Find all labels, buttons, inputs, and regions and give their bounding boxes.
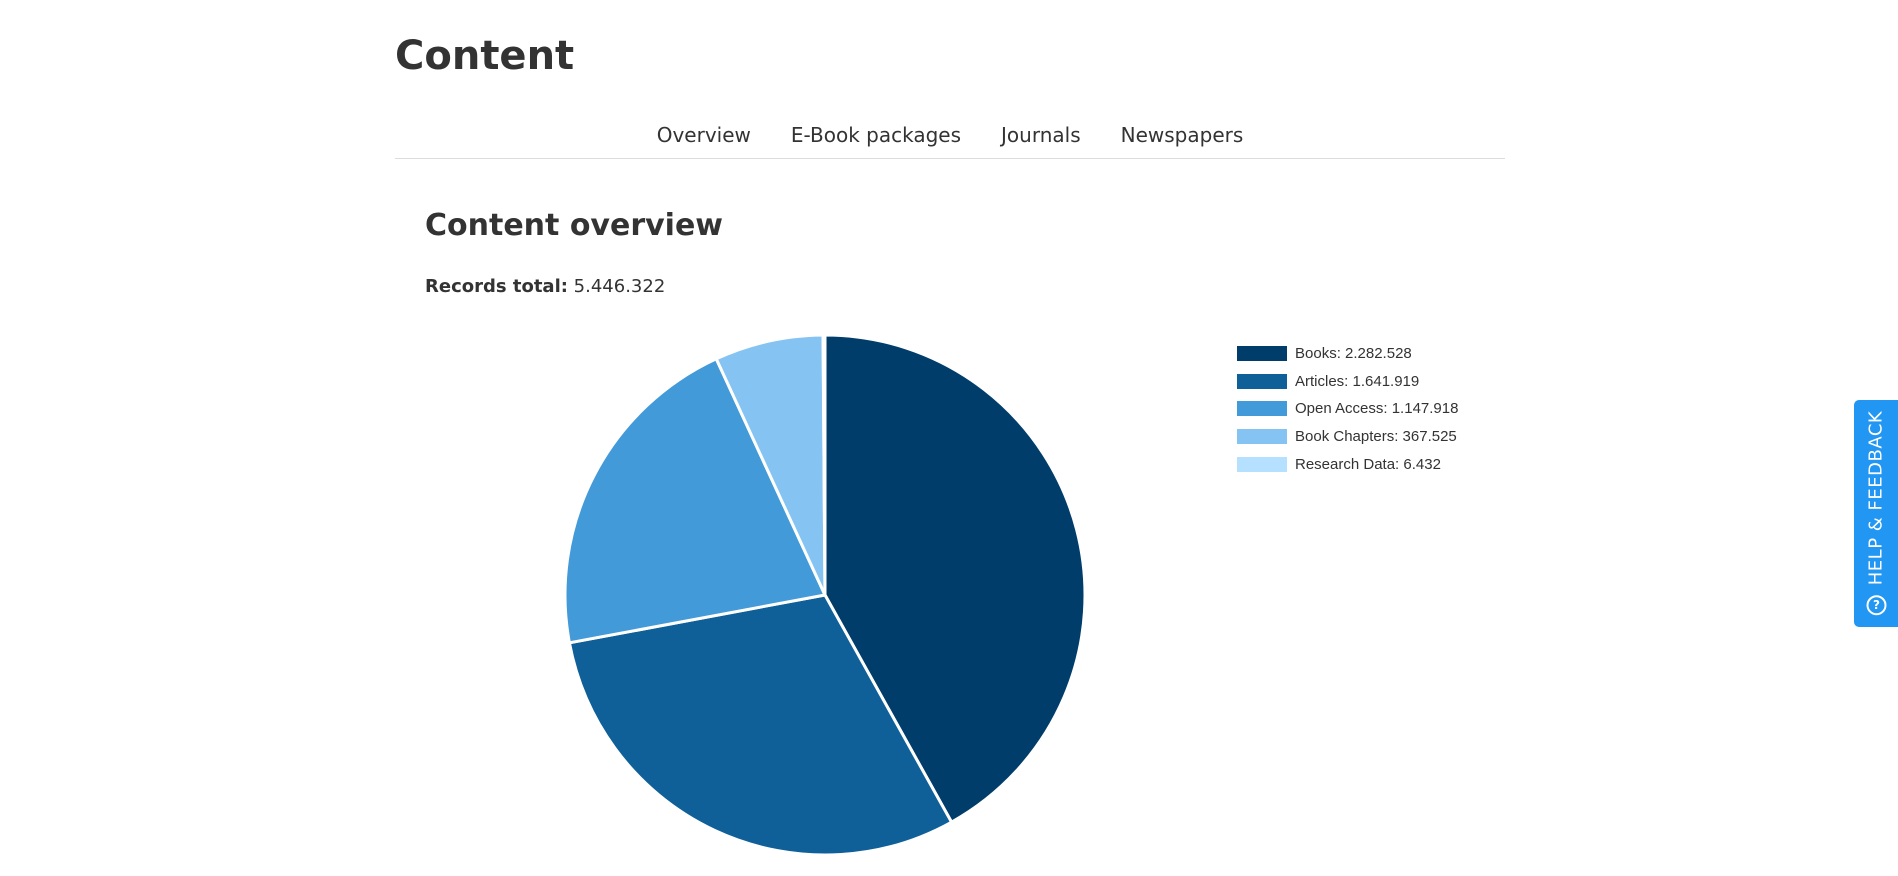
legend-swatch xyxy=(1237,429,1287,445)
legend-swatch xyxy=(1237,401,1287,417)
legend-swatch xyxy=(1237,456,1287,472)
legend-label: Research Data: 6.432 xyxy=(1295,455,1441,473)
legend-swatch xyxy=(1237,346,1287,362)
records-total-value: 5.446.322 xyxy=(573,276,666,297)
legend-label: Open Access: 1.147.918 xyxy=(1295,400,1459,418)
help-feedback-button[interactable]: ? HELP & FEEDBACK xyxy=(1854,400,1898,627)
pie-slice-book-chapters[interactable] xyxy=(714,333,827,596)
tab-newspapers[interactable]: Newspapers xyxy=(1120,123,1244,147)
page-title: Content xyxy=(395,33,575,79)
legend-swatch xyxy=(1237,373,1287,389)
legend-item-articles[interactable]: Articles: 1.641.919 xyxy=(1237,368,1458,396)
pie-slice-articles[interactable] xyxy=(567,593,954,857)
question-circle-icon: ? xyxy=(1866,595,1886,616)
help-feedback-label: HELP & FEEDBACK xyxy=(1865,410,1887,586)
tab-ebook-packages[interactable]: E-Book packages xyxy=(790,123,962,147)
pie-slice-open-access[interactable] xyxy=(563,356,828,645)
legend-item-research-data[interactable]: Research Data: 6.432 xyxy=(1237,450,1458,478)
legend-item-book-chapters[interactable]: Book Chapters: 367.525 xyxy=(1237,423,1458,451)
legend-item-books[interactable]: Books: 2.282.528 xyxy=(1237,340,1458,368)
pie-slice-books[interactable] xyxy=(823,333,1087,825)
records-total-label: Records total: xyxy=(425,276,568,297)
legend-label: Book Chapters: 367.525 xyxy=(1295,428,1457,446)
help-feedback-content: ? HELP & FEEDBACK xyxy=(1865,410,1887,616)
tab-journals[interactable]: Journals xyxy=(1001,123,1081,147)
legend-label: Books: 2.282.528 xyxy=(1295,345,1412,363)
pie-chart xyxy=(563,333,1087,857)
records-total: Records total: 5.446.322 xyxy=(425,274,665,300)
chart-legend: Books: 2.282.528 Articles: 1.641.919 Open … xyxy=(1237,340,1458,478)
legend-item-open-access[interactable]: Open Access: 1.147.918 xyxy=(1237,395,1458,423)
content-tabs: Overview E-Book packages Journals Newspa… xyxy=(395,118,1505,159)
section-title: Content overview xyxy=(425,208,724,243)
pie-slice-research-data[interactable] xyxy=(821,333,827,596)
legend-label: Articles: 1.641.919 xyxy=(1295,372,1420,390)
tab-overview[interactable]: Overview xyxy=(656,123,751,147)
